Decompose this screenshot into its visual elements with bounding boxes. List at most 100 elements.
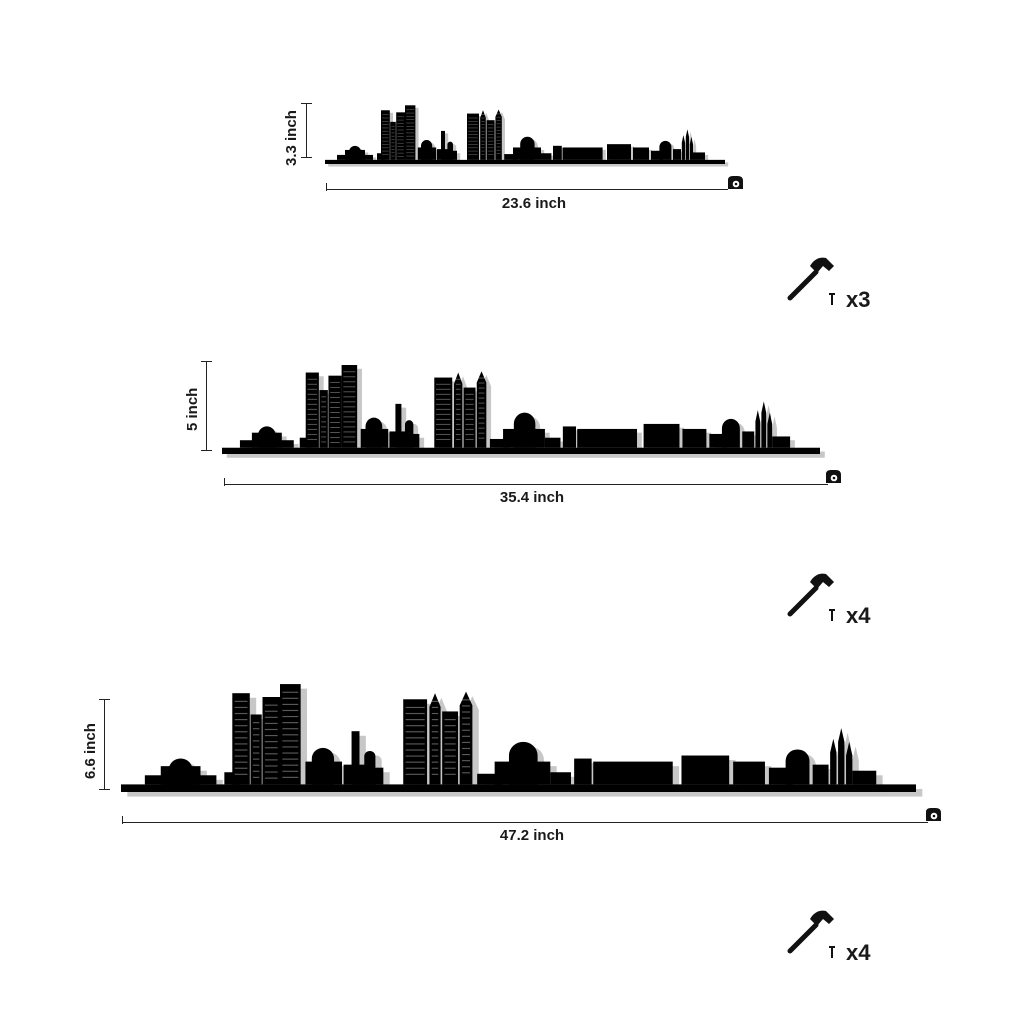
window-strip xyxy=(465,418,474,420)
window-strip xyxy=(468,137,478,139)
window-strip xyxy=(406,139,415,140)
window-strip xyxy=(234,773,248,775)
building-silhouette xyxy=(812,764,829,785)
window-strip xyxy=(343,376,356,378)
skyline-silhouette xyxy=(325,102,729,167)
building-shadow xyxy=(494,442,514,452)
window-strip xyxy=(444,773,456,775)
window-strip xyxy=(455,418,461,420)
building-shadow xyxy=(836,743,843,789)
window-strip xyxy=(406,135,415,137)
building-silhouette xyxy=(755,410,761,448)
window-strip xyxy=(264,704,278,706)
window-strip xyxy=(436,423,451,425)
window-strip xyxy=(382,154,389,155)
building-shadow xyxy=(772,416,777,452)
skyline-base xyxy=(121,784,916,792)
window-strip xyxy=(321,421,327,423)
building-shadow xyxy=(687,760,736,789)
window-strip xyxy=(462,711,471,713)
width-dimension-line xyxy=(326,183,728,191)
window-strip xyxy=(343,396,356,398)
building-silhouette xyxy=(685,129,689,160)
building-silhouette xyxy=(503,428,545,448)
window-strip xyxy=(382,127,389,129)
window-strip xyxy=(282,703,299,705)
window-strip xyxy=(481,147,485,149)
window-strip xyxy=(307,383,318,385)
building-silhouette xyxy=(434,377,453,448)
building-shadow xyxy=(739,766,772,789)
window-strip xyxy=(462,699,471,701)
building-silhouette xyxy=(299,437,312,448)
building-shadow xyxy=(648,427,685,452)
window-strip xyxy=(343,406,356,408)
building-silhouette xyxy=(785,749,810,785)
window-strip xyxy=(455,428,461,430)
building-shadow xyxy=(516,149,545,163)
building-shadow xyxy=(244,443,299,452)
window-strip xyxy=(382,114,389,116)
building-shadow xyxy=(636,149,653,163)
building-silhouette xyxy=(830,738,837,785)
building-silhouette xyxy=(280,684,301,785)
building-shadow xyxy=(518,416,541,452)
building-shadow xyxy=(549,441,566,452)
window-strip xyxy=(382,130,389,132)
building-shadow xyxy=(726,422,745,452)
building-silhouette xyxy=(693,152,705,160)
building-shadow xyxy=(481,375,492,452)
window-strip xyxy=(343,381,356,383)
building-silhouette xyxy=(681,135,685,160)
building-silhouette xyxy=(250,714,262,785)
building-shadow xyxy=(268,701,287,789)
window-strip xyxy=(282,764,299,766)
window-strip xyxy=(321,401,327,403)
window-strip xyxy=(496,116,501,118)
building-silhouette xyxy=(262,697,280,785)
building-shadow xyxy=(483,778,509,789)
window-strip xyxy=(465,403,474,405)
window-strip xyxy=(431,737,439,739)
tape-measure-icon xyxy=(826,470,841,483)
window-strip xyxy=(478,397,485,399)
building-silhouette xyxy=(351,731,360,785)
building-shadow xyxy=(662,143,675,163)
width-label: 47.2 inch xyxy=(499,827,565,844)
building-silhouette xyxy=(562,426,577,448)
window-strip xyxy=(436,388,451,390)
window-strip xyxy=(264,728,278,731)
building-shadow xyxy=(819,769,835,789)
window-strip xyxy=(455,403,461,405)
building-silhouette xyxy=(721,418,740,448)
building-shadow xyxy=(483,112,489,163)
window-strip xyxy=(431,731,439,733)
window-strip xyxy=(496,113,501,115)
building-shadow xyxy=(238,697,257,789)
window-strip xyxy=(405,731,425,733)
building-silhouette xyxy=(607,144,631,160)
window-strip xyxy=(478,387,485,389)
window-strip xyxy=(496,120,501,121)
building-silhouette xyxy=(305,372,319,448)
building-silhouette xyxy=(360,428,389,448)
window-strip xyxy=(264,722,278,724)
window-strip xyxy=(455,393,461,395)
building-silhouette xyxy=(562,147,603,160)
height-dimension-line xyxy=(201,361,212,451)
window-strip xyxy=(234,737,248,739)
window-strip xyxy=(406,122,415,124)
window-strip xyxy=(391,155,395,157)
building-silhouette xyxy=(593,761,673,785)
window-strip xyxy=(343,421,356,423)
window-strip xyxy=(481,137,485,139)
window-strip xyxy=(436,398,451,400)
building-silhouette xyxy=(421,140,433,160)
window-strip xyxy=(405,712,425,715)
window-strip xyxy=(405,749,425,751)
window-strip xyxy=(406,155,415,157)
window-strip xyxy=(496,146,501,148)
window-strip xyxy=(382,134,389,135)
window-strip xyxy=(478,377,485,379)
window-strip xyxy=(264,747,278,749)
